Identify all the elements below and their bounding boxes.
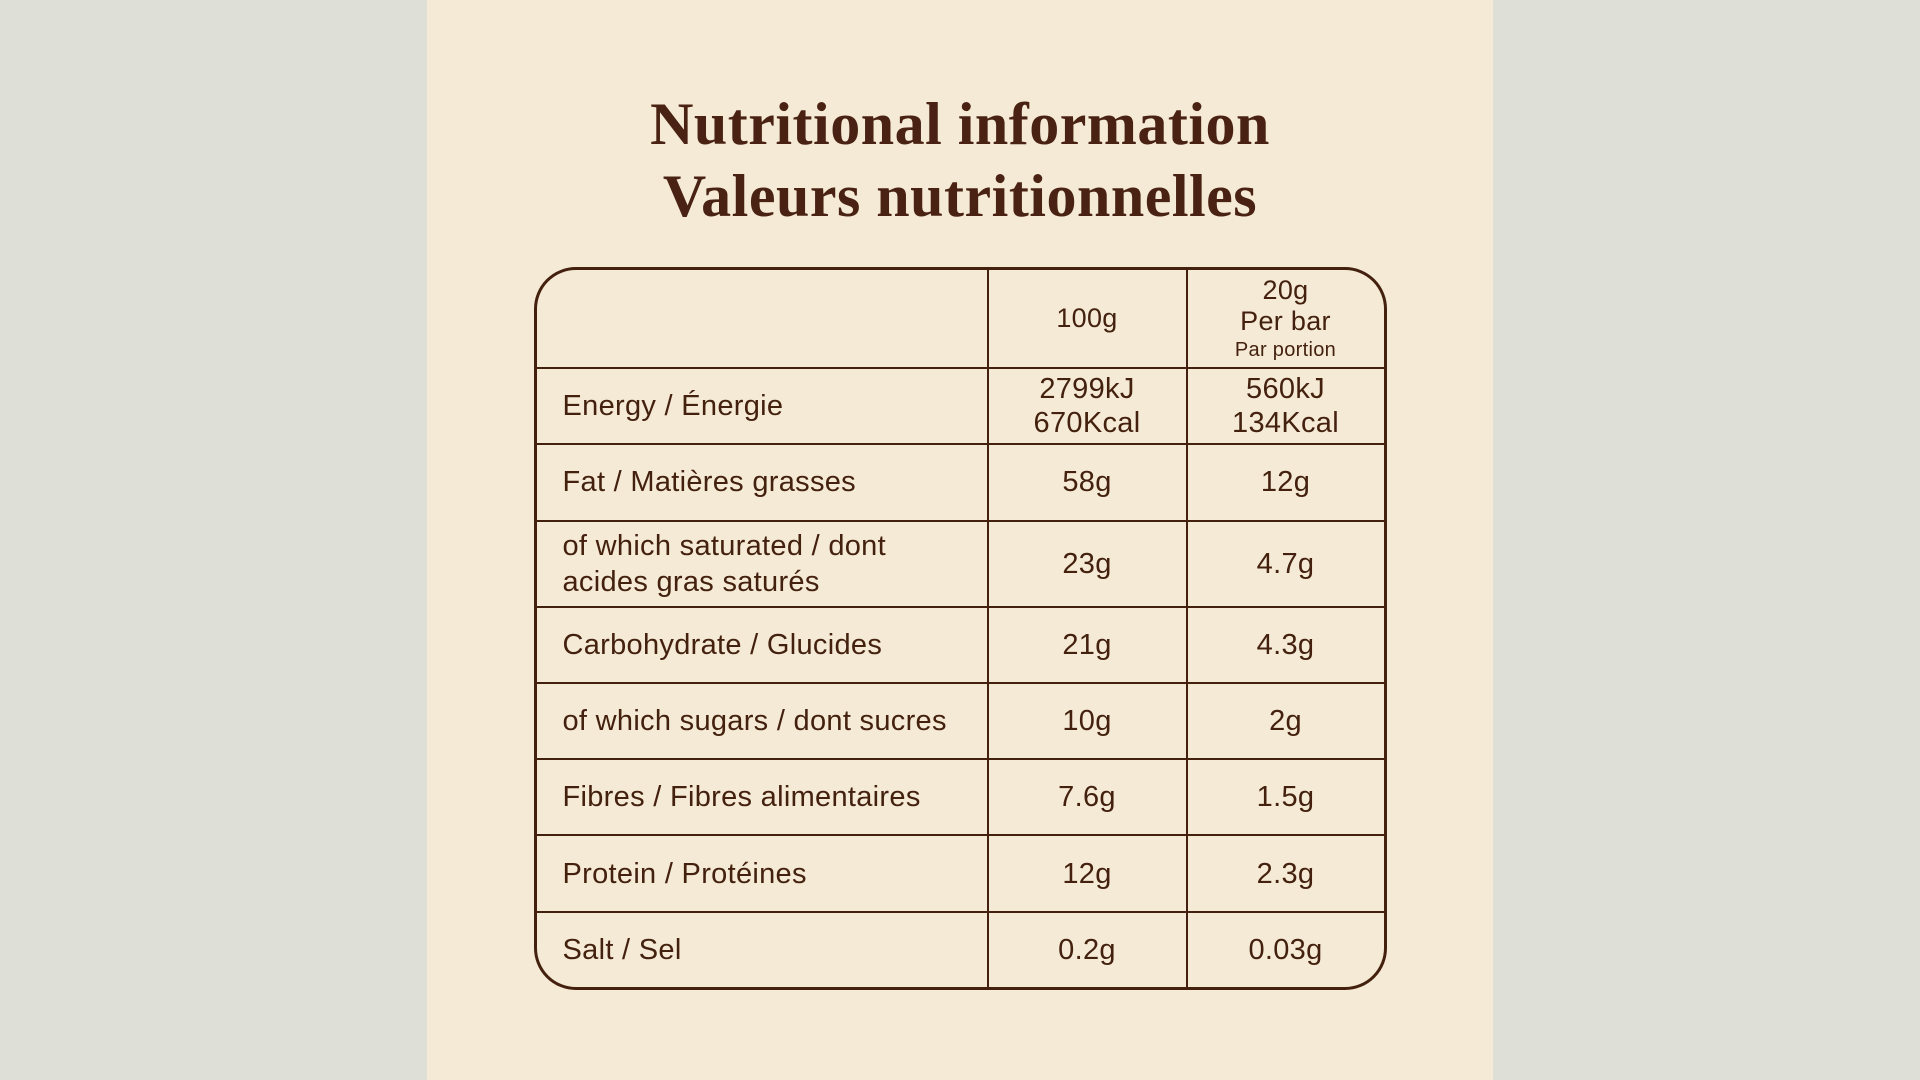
value-per-bar-sugars: 2g	[1185, 681, 1384, 759]
value-text: 2799kJ 670Kcal	[1034, 372, 1141, 440]
value-line: 2799kJ	[1039, 373, 1135, 406]
row-label-salt: Salt / Sel	[536, 910, 987, 987]
row-label-carbohydrate: Carbohydrate / Glucides	[536, 605, 987, 682]
header-col-per-bar: 20g Per bar Par portion	[1185, 270, 1384, 367]
title-line-english: Nutritional information	[650, 91, 1270, 157]
header-col-100g: 100g	[986, 270, 1186, 367]
value-100g-fibres: 7.6g	[986, 758, 1186, 835]
value-per-bar-saturated: 4.7g	[1185, 519, 1384, 606]
value-line: 560kJ	[1246, 373, 1325, 406]
value-100g-salt: 0.2g	[986, 910, 1186, 987]
value-line: 134Kcal	[1232, 407, 1339, 440]
value-per-bar-protein: 2.3g	[1185, 834, 1384, 911]
value-100g-protein: 12g	[986, 834, 1186, 911]
value-text: 560kJ 134Kcal	[1232, 372, 1339, 440]
nutrition-table: 100g 20g Per bar Par portion Energy / Én…	[533, 267, 1387, 990]
row-label-saturated: of which saturated / dont acides gras sa…	[536, 519, 987, 606]
row-label-energy: Energy / Énergie	[536, 367, 987, 443]
value-100g-saturated: 23g	[986, 519, 1186, 606]
value-100g-carbohydrate: 21g	[986, 605, 1186, 682]
value-per-bar-fibres: 1.5g	[1185, 758, 1384, 835]
value-per-bar-carbohydrate: 4.3g	[1185, 605, 1384, 682]
header-per-bar-label-fr: Par portion	[1234, 338, 1337, 361]
row-label-protein: Protein / Protéines	[536, 834, 987, 910]
value-per-bar-salt: 0.03g	[1185, 910, 1384, 987]
value-per-bar-fat: 12g	[1185, 443, 1384, 520]
header-blank-cell	[537, 270, 987, 367]
value-100g-fat: 58g	[986, 443, 1186, 520]
value-per-bar-energy: 560kJ 134Kcal	[1185, 367, 1384, 444]
nutrition-panel: Nutritional information Valeurs nutritio…	[427, 0, 1493, 1080]
value-line: 670Kcal	[1033, 407, 1141, 440]
value-100g-energy: 2799kJ 670Kcal	[986, 367, 1186, 444]
row-label-sugars: of which sugars / dont sucres	[536, 681, 987, 758]
row-label-fibres: Fibres / Fibres alimentaires	[536, 758, 987, 834]
header-per-bar-label-en: Per bar	[1240, 305, 1331, 336]
header-100g-label: 100g	[1056, 303, 1118, 333]
row-label-fat: Fat / Matières grasses	[536, 443, 987, 519]
header-per-bar-amount: 20g	[1262, 274, 1309, 305]
page-title: Nutritional information Valeurs nutritio…	[427, 0, 1493, 232]
value-100g-sugars: 10g	[986, 681, 1186, 759]
title-line-french: Valeurs nutritionnelles	[662, 163, 1258, 229]
